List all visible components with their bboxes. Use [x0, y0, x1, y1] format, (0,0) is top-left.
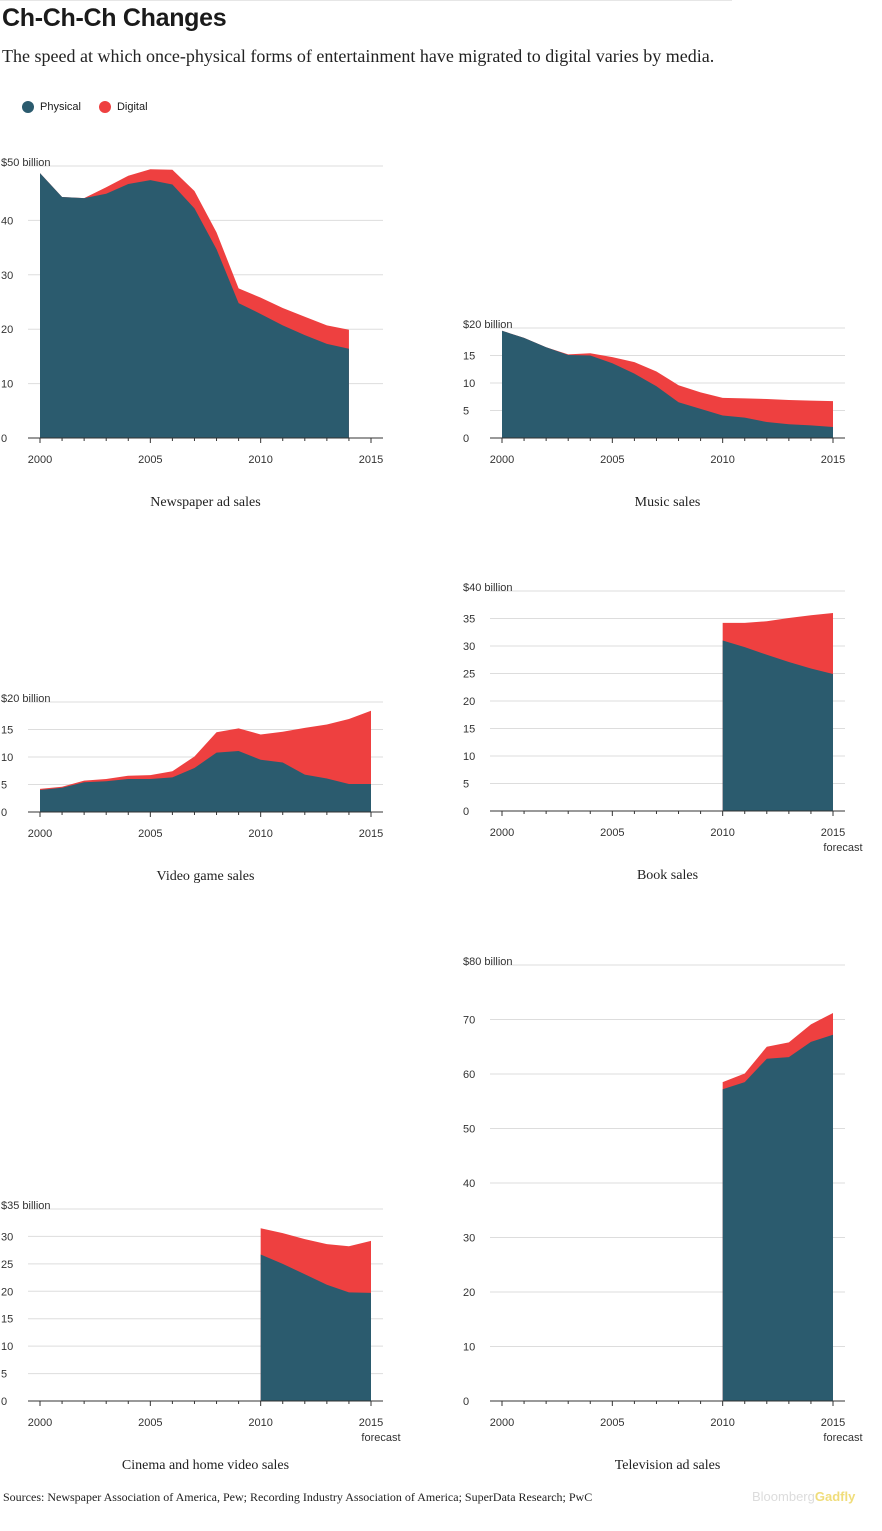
- tv-chart-title: Television ad sales: [615, 1458, 721, 1473]
- book-ytick-label: 0: [463, 806, 469, 818]
- book-ytick-label: 30: [463, 641, 475, 653]
- book-ytick-label: 10: [463, 751, 475, 763]
- tv-ytick-label: 60: [463, 1069, 475, 1081]
- legend-swatch-physical: [22, 101, 34, 113]
- music-xtick-label: 2000: [490, 454, 514, 466]
- newspaper-ytick-label: 30: [1, 270, 13, 282]
- newspaper-xtick-label: 2000: [28, 454, 52, 466]
- tv-ytick-label: 70: [463, 1015, 475, 1027]
- legend-label-physical: Physical: [40, 101, 81, 113]
- newspaper-chart-title: Newspaper ad sales: [150, 495, 260, 510]
- newspaper-ytick-label: $50 billion: [1, 157, 51, 169]
- newspaper-ytick-label: 40: [1, 215, 13, 227]
- cinema-xtick-label: 2000: [28, 1417, 52, 1429]
- tv-ytick-label: 0: [463, 1396, 469, 1408]
- tv-forecast-label: forecast: [823, 1432, 862, 1444]
- legend-label-digital: Digital: [116, 101, 148, 113]
- cinema-ytick-label: 0: [1, 1396, 7, 1408]
- cinema-ytick-label: 10: [1, 1341, 13, 1353]
- newspaper-xtick-label: 2010: [248, 454, 272, 466]
- book-xtick-label: 2000: [490, 827, 514, 839]
- page-subtitle: The speed at which once-physical forms o…: [2, 46, 715, 66]
- videogame-physical-area: [40, 750, 371, 812]
- music-xtick-label: 2005: [600, 454, 624, 466]
- book-ytick-label: 20: [463, 696, 475, 708]
- cinema-ytick-label: 5: [1, 1369, 7, 1381]
- cinema-physical-area: [260, 1254, 371, 1401]
- book-ytick-label: $40 billion: [463, 582, 513, 594]
- book-chart-title: Book sales: [637, 868, 698, 883]
- sources-note: Sources: Newspaper Association of Americ…: [3, 1490, 593, 1504]
- tv-xtick-label: 2015: [821, 1417, 845, 1429]
- book-physical-area: [722, 640, 833, 811]
- music-chart-title: Music sales: [635, 495, 701, 510]
- tv-xtick-label: 2000: [490, 1417, 514, 1429]
- brand-bloomberg: Bloomberg: [752, 1489, 815, 1504]
- tv-xtick-label: 2005: [600, 1417, 624, 1429]
- legend: Physical Digital: [22, 101, 166, 113]
- videogame-ytick-label: $20 billion: [1, 693, 51, 705]
- cinema-chart-title: Cinema and home video sales: [122, 1458, 289, 1473]
- newspaper-ytick-label: 0: [1, 433, 7, 445]
- videogame-ytick-label: 10: [1, 752, 13, 764]
- tv-ytick-label: 50: [463, 1124, 475, 1136]
- top-rule: [0, 0, 732, 1]
- book-xtick-label: 2005: [600, 827, 624, 839]
- videogame-xtick-label: 2000: [28, 828, 52, 840]
- music-xtick-label: 2015: [821, 454, 845, 466]
- cinema-xtick-label: 2015: [359, 1417, 383, 1429]
- music-ytick-label: 10: [463, 378, 475, 390]
- legend-swatch-digital: [98, 101, 111, 113]
- newspaper-ytick-label: 20: [1, 324, 13, 336]
- newspaper-xtick-label: 2015: [359, 454, 383, 466]
- newspaper-physical-area: [40, 173, 349, 438]
- book-forecast-label: forecast: [823, 842, 862, 854]
- videogame-xtick-label: 2015: [359, 828, 383, 840]
- videogame-chart-title: Video game sales: [157, 869, 255, 884]
- cinema-ytick-label: 30: [1, 1231, 13, 1243]
- book-ytick-label: 35: [463, 614, 475, 626]
- tv-ytick-label: 40: [463, 1178, 475, 1190]
- tv-ytick-label: $80 billion: [463, 956, 513, 968]
- tv-xtick-label: 2010: [710, 1417, 734, 1429]
- videogame-xtick-label: 2005: [138, 828, 162, 840]
- music-ytick-label: 5: [463, 406, 469, 418]
- cinema-ytick-label: $35 billion: [1, 1200, 51, 1212]
- book-ytick-label: 25: [463, 669, 475, 681]
- newspaper-ytick-label: 10: [1, 379, 13, 391]
- newspaper-xtick-label: 2005: [138, 454, 162, 466]
- music-ytick-label: 0: [463, 433, 469, 445]
- tv-ytick-label: 10: [463, 1342, 475, 1354]
- cinema-ytick-label: 15: [1, 1314, 13, 1326]
- cinema-xtick-label: 2005: [138, 1417, 162, 1429]
- music-physical-area: [502, 330, 833, 438]
- brand-logo: BloombergGadfly: [752, 1489, 855, 1504]
- tv-ytick-label: 20: [463, 1287, 475, 1299]
- cinema-ytick-label: 25: [1, 1259, 13, 1271]
- page-title: Ch-Ch-Ch Changes: [2, 4, 227, 32]
- videogame-ytick-label: 15: [1, 725, 13, 737]
- brand-gadfly: Gadfly: [814, 1489, 856, 1504]
- music-ytick-label: 15: [463, 351, 475, 363]
- book-ytick-label: 5: [463, 779, 469, 791]
- cinema-ytick-label: 20: [1, 1286, 13, 1298]
- legend-item-digital: Digital: [98, 101, 148, 113]
- videogame-xtick-label: 2010: [248, 828, 272, 840]
- music-xtick-label: 2010: [710, 454, 734, 466]
- cinema-forecast-label: forecast: [361, 1432, 400, 1444]
- book-xtick-label: 2010: [710, 827, 734, 839]
- cinema-xtick-label: 2010: [248, 1417, 272, 1429]
- tv-ytick-label: 30: [463, 1233, 475, 1245]
- legend-item-physical: Physical: [22, 101, 81, 113]
- videogame-ytick-label: 0: [1, 807, 7, 819]
- tv-physical-area: [722, 1034, 833, 1401]
- music-ytick-label: $20 billion: [463, 319, 513, 331]
- videogame-ytick-label: 5: [1, 780, 7, 792]
- book-xtick-label: 2015: [821, 827, 845, 839]
- book-ytick-label: 15: [463, 724, 475, 736]
